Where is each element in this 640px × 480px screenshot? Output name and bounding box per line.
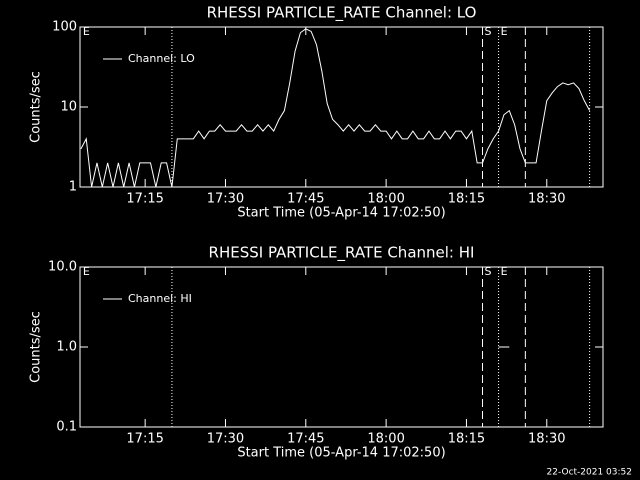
plot-frame (79, 26, 604, 188)
marker-annotation: E (501, 25, 508, 38)
y-tick-label: 0.1 (56, 420, 77, 435)
x-tick-label: 18:15 (448, 192, 485, 207)
x-tick-label: 17:15 (126, 432, 163, 447)
x-tick-label: 18:15 (448, 432, 485, 447)
marker-annotation: S (485, 25, 492, 38)
y-axis-label: Counts/sec (29, 311, 44, 383)
marker-annotation: E (83, 265, 90, 278)
y-tick-label: 100 (52, 20, 77, 35)
chart-title: RHESSI PARTICLE_RATE Channel: LO (207, 4, 477, 23)
legend-label: Channel: HI (128, 292, 192, 305)
x-tick-label: 17:30 (207, 432, 244, 447)
marker-annotation: E (501, 265, 508, 278)
y-axis-label: Counts/sec (29, 71, 44, 143)
x-tick-label: 17:30 (207, 192, 244, 207)
x-axis-label: Start Time (05-Apr-14 17:02:50) (237, 446, 445, 461)
x-tick-label: 17:15 (126, 192, 163, 207)
x-tick-label: 17:45 (287, 192, 324, 207)
y-tick-label: 10.0 (48, 260, 77, 275)
x-tick-label: 18:30 (528, 432, 565, 447)
chart-title: RHESSI PARTICLE_RATE Channel: HI (209, 244, 475, 263)
x-tick-label: 18:00 (367, 192, 404, 207)
y-tick-label: 10 (60, 100, 77, 115)
marker-annotation: S (485, 265, 492, 278)
x-tick-label: 18:30 (528, 192, 565, 207)
x-tick-label: 18:00 (367, 432, 404, 447)
data-line (80, 28, 591, 188)
marker-annotation: E (83, 25, 90, 38)
x-axis-label: Start Time (05-Apr-14 17:02:50) (237, 206, 445, 221)
x-tick-label: 17:45 (287, 432, 324, 447)
plot-frame (79, 266, 604, 428)
legend-label: Channel: LO (128, 52, 195, 65)
footer-timestamp: 22-Oct-2021 03:52 (547, 468, 632, 478)
y-tick-label: 1 (69, 180, 77, 195)
y-tick-label: 1.0 (56, 340, 77, 355)
